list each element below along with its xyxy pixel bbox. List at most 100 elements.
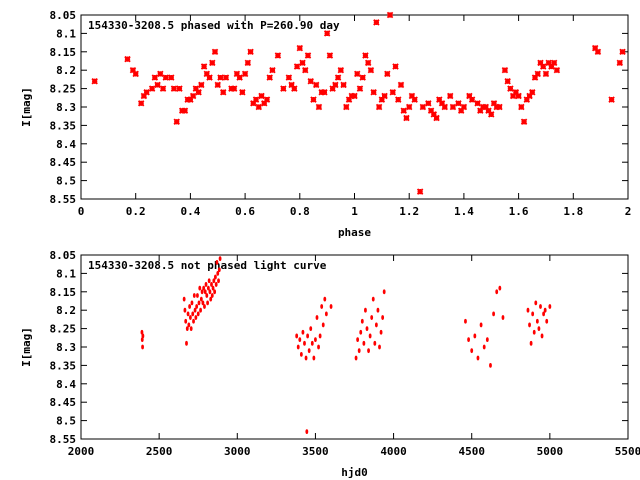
data-point: [141, 333, 145, 339]
data-point: [489, 363, 492, 368]
data-point: [523, 96, 531, 103]
y-tick-label: 8.05: [50, 249, 77, 262]
data-point: [198, 285, 202, 291]
x-tick-label: 2: [625, 205, 632, 218]
data-point: [187, 96, 194, 103]
data-point: [359, 74, 366, 81]
data-point: [210, 293, 214, 298]
data-point: [196, 293, 199, 298]
data-point: [531, 74, 539, 81]
x-axis-label: phase: [338, 226, 371, 239]
plot-frame: [80, 254, 629, 440]
data-point: [192, 85, 200, 92]
data-point: [392, 63, 399, 70]
data-point: [208, 289, 212, 295]
data-point: [204, 282, 208, 287]
data-point: [261, 100, 268, 107]
data-point: [490, 100, 498, 107]
data-point: [205, 293, 209, 298]
data-point: [184, 96, 191, 103]
data-point: [318, 89, 325, 96]
data-point: [91, 78, 98, 85]
data-point: [364, 307, 367, 313]
data-point: [411, 96, 418, 103]
data-point: [353, 70, 361, 78]
data-point: [140, 92, 148, 100]
data-point: [200, 289, 204, 295]
data-point: [301, 329, 305, 335]
data-point: [591, 44, 599, 52]
data-point: [535, 318, 539, 324]
data-point: [360, 318, 364, 324]
data-point: [473, 333, 477, 339]
y-tick-label: 8.15: [50, 286, 77, 299]
data-point: [594, 48, 602, 56]
data-point: [323, 296, 327, 302]
data-point: [263, 96, 271, 103]
data-point: [496, 103, 503, 111]
x-tick-label: 1.6: [509, 205, 529, 218]
data-point: [374, 322, 378, 328]
data-point: [199, 307, 202, 313]
data-point: [215, 259, 219, 265]
data-point: [304, 355, 308, 361]
data-point: [419, 103, 427, 111]
data-point: [362, 340, 366, 346]
data-point: [302, 66, 309, 74]
y-tick-label: 8.45: [50, 396, 77, 409]
data-point: [168, 74, 175, 81]
data-point: [460, 103, 468, 111]
x-tick-label: 0.8: [290, 205, 310, 218]
y-tick-label: 8.5: [56, 415, 76, 428]
data-point: [189, 92, 197, 100]
y-tick-label: 8.25: [50, 83, 77, 96]
data-point: [436, 96, 443, 103]
x-tick-label: 0.2: [126, 205, 146, 218]
data-point: [504, 78, 511, 85]
data-point: [228, 85, 235, 92]
data-point: [203, 70, 211, 78]
data-point: [189, 315, 192, 320]
data-point: [207, 278, 211, 284]
data-point: [468, 96, 476, 103]
data-point: [539, 304, 542, 309]
data-point: [537, 326, 541, 331]
x-tick-label: 5500: [615, 445, 640, 458]
data-point: [373, 340, 377, 346]
x-tick-label: 4000: [380, 445, 407, 458]
data-point: [200, 63, 208, 70]
x-tick-label: 2500: [146, 445, 173, 458]
data-point: [501, 315, 505, 320]
data-point: [526, 92, 533, 100]
data-point: [187, 322, 191, 328]
data-point: [373, 19, 380, 26]
data-point: [534, 300, 538, 306]
data-point: [303, 340, 306, 346]
data-point: [188, 304, 192, 309]
data-point: [124, 55, 131, 63]
data-point: [310, 340, 314, 346]
data-point: [532, 329, 536, 335]
data-point: [141, 344, 144, 350]
data-point: [482, 344, 486, 350]
data-point: [217, 74, 224, 81]
data-point: [384, 70, 391, 78]
data-point: [326, 52, 334, 59]
data-point: [324, 311, 328, 317]
data-point: [389, 89, 397, 96]
data-point: [178, 107, 186, 114]
x-axis-label: hjd0: [341, 466, 368, 479]
data-point: [192, 318, 195, 324]
data-point: [356, 337, 360, 343]
data-point: [151, 74, 159, 81]
data-point: [492, 311, 495, 317]
data-point: [493, 103, 500, 111]
data-point: [192, 293, 196, 298]
data-point: [214, 81, 221, 89]
data-point: [219, 89, 227, 96]
data-point: [356, 85, 364, 92]
data-point: [416, 188, 424, 195]
data-point: [293, 63, 301, 70]
data-point: [310, 96, 317, 103]
data-point: [203, 304, 206, 309]
